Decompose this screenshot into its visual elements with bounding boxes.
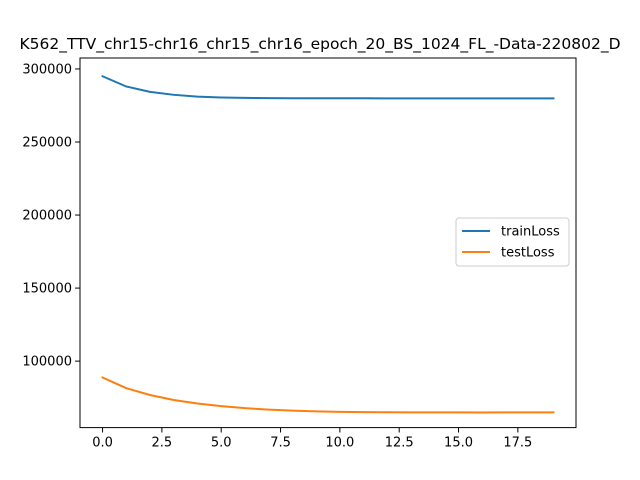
data-point-testLoss-6 (244, 407, 246, 409)
data-point-trainLoss-2 (149, 91, 151, 93)
data-point-trainLoss-15 (458, 97, 460, 99)
series-line-testLoss (101, 376, 555, 414)
data-point-testLoss-5 (220, 405, 222, 407)
y-tick-label: 200000 (22, 209, 72, 224)
legend: trainLoss testLoss (455, 217, 570, 267)
data-point-testLoss-11 (363, 411, 365, 413)
data-point-trainLoss-17 (505, 97, 507, 99)
data-point-testLoss-14 (434, 411, 436, 413)
y-tick-label: 150000 (22, 282, 72, 297)
data-point-trainLoss-10 (339, 97, 341, 99)
data-point-trainLoss-5 (220, 96, 222, 98)
x-tick-label: 17.5 (503, 436, 532, 451)
data-point-trainLoss-16 (481, 97, 483, 99)
data-point-trainLoss-3 (173, 94, 175, 96)
ticks-layer: 0.0 2.5 5.0 7.5 10.0 12.5 15.0 17.5 100000 150000… (22, 62, 532, 450)
data-point-testLoss-12 (386, 411, 388, 413)
legend-label-trainLoss: trainLoss (501, 225, 560, 240)
data-point-testLoss-9 (315, 410, 317, 412)
y-tick-label: 100000 (22, 355, 72, 370)
data-point-trainLoss-19 (552, 97, 554, 99)
x-tick-label: 0.0 (92, 436, 113, 451)
x-tick-label: 2.5 (152, 436, 173, 451)
data-point-testLoss-3 (173, 399, 175, 401)
data-point-testLoss-18 (529, 411, 531, 413)
data-point-trainLoss-12 (386, 97, 388, 99)
legend-label-testLoss: testLoss (501, 246, 555, 261)
data-point-testLoss-4 (196, 403, 198, 405)
data-point-trainLoss-13 (410, 97, 412, 99)
data-point-testLoss-7 (268, 409, 270, 411)
series-layer (101, 74, 555, 414)
data-point-trainLoss-11 (363, 97, 365, 99)
y-tick-label: 250000 (22, 136, 72, 151)
chart-title: K562_TTV_chr15-chr16_chr15_chr16_epoch_2… (19, 35, 620, 54)
x-tick-label: 10.0 (325, 436, 354, 451)
data-point-trainLoss-7 (268, 97, 270, 99)
data-point-trainLoss-4 (196, 96, 198, 98)
axes-frame (79, 57, 577, 429)
data-point-trainLoss-0 (102, 75, 104, 77)
x-tick-label: 7.5 (270, 436, 291, 451)
data-point-trainLoss-6 (244, 97, 246, 99)
data-point-trainLoss-8 (291, 97, 293, 99)
x-tick-label: 15.0 (444, 436, 473, 451)
data-point-testLoss-13 (410, 411, 412, 413)
data-point-testLoss-16 (481, 411, 483, 413)
data-point-trainLoss-14 (434, 97, 436, 99)
x-tick-label: 5.0 (211, 436, 232, 451)
data-point-testLoss-2 (149, 394, 151, 396)
data-point-testLoss-10 (339, 411, 341, 413)
data-point-testLoss-8 (291, 410, 293, 412)
data-point-testLoss-0 (102, 376, 104, 378)
x-tick-label: 12.5 (385, 436, 414, 451)
data-point-testLoss-15 (458, 411, 460, 413)
data-point-testLoss-1 (125, 387, 127, 389)
data-point-trainLoss-18 (529, 97, 531, 99)
data-point-trainLoss-9 (315, 97, 317, 99)
data-point-testLoss-17 (505, 411, 507, 413)
series-line-trainLoss (101, 74, 555, 100)
data-point-testLoss-19 (552, 411, 554, 413)
data-point-trainLoss-1 (125, 85, 127, 87)
axes-layer (79, 57, 577, 429)
y-tick-label: 300000 (22, 62, 72, 77)
